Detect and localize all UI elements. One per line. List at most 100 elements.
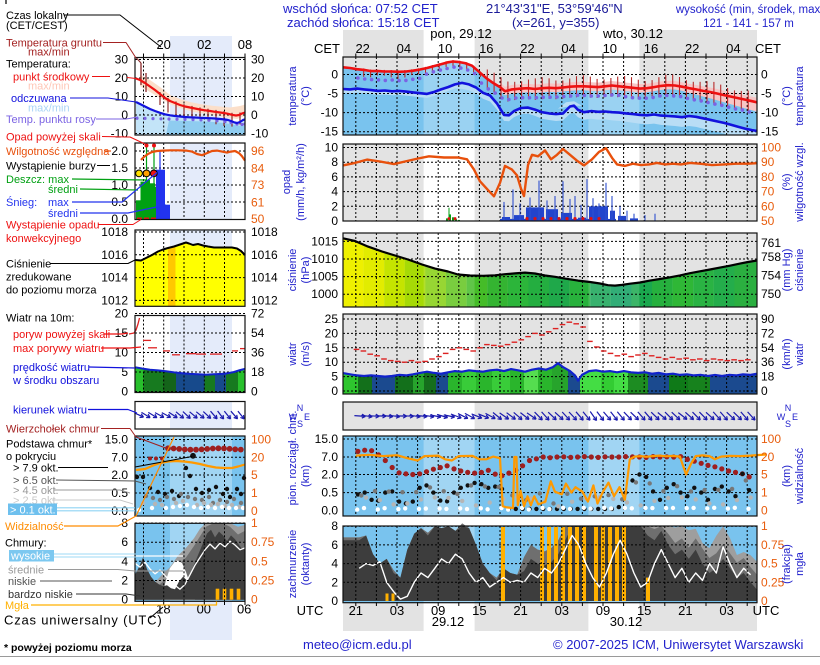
svg-text:80: 80 bbox=[761, 170, 775, 184]
svg-text:zachód słońca: 15:18 CET: zachód słońca: 15:18 CET bbox=[287, 15, 440, 30]
svg-text:wiatr: wiatr bbox=[794, 342, 806, 367]
svg-text:1: 1 bbox=[251, 486, 258, 500]
svg-text:0: 0 bbox=[331, 594, 338, 608]
svg-text:61: 61 bbox=[251, 196, 265, 210]
svg-text:-10: -10 bbox=[251, 127, 269, 141]
svg-text:(CET/CEST): (CET/CEST) bbox=[6, 20, 68, 32]
svg-text:1016: 1016 bbox=[101, 248, 128, 262]
svg-text:-15: -15 bbox=[761, 125, 779, 139]
svg-text:(m/s): (m/s) bbox=[300, 341, 312, 366]
svg-text:(°C): (°C) bbox=[781, 86, 793, 106]
svg-text:zredukowane: zredukowane bbox=[6, 272, 71, 284]
svg-text:0: 0 bbox=[331, 214, 338, 228]
svg-text:niskie: niskie bbox=[8, 576, 36, 588]
svg-text:22: 22 bbox=[520, 41, 534, 56]
svg-text:UTC: UTC bbox=[297, 603, 324, 618]
svg-text:Mgła: Mgła bbox=[5, 600, 30, 612]
svg-text:84: 84 bbox=[251, 162, 265, 176]
svg-text:10: 10 bbox=[325, 141, 339, 155]
svg-text:wto, 30.12: wto, 30.12 bbox=[602, 26, 663, 41]
svg-text:Śnieg:: Śnieg: bbox=[6, 196, 37, 209]
svg-text:max/min: max/min bbox=[28, 81, 70, 93]
svg-text:Wystąpienie burzy: Wystąpienie burzy bbox=[6, 161, 96, 173]
svg-text:2.0: 2.0 bbox=[111, 144, 128, 158]
svg-text:średni: średni bbox=[48, 184, 78, 196]
svg-text:0.5: 0.5 bbox=[761, 557, 778, 571]
svg-text:© 2007-2025 ICM, Uniwersytet W: © 2007-2025 ICM, Uniwersytet Warszawski bbox=[553, 637, 804, 652]
svg-text:15.0: 15.0 bbox=[105, 433, 129, 447]
svg-text:1014: 1014 bbox=[101, 271, 128, 285]
svg-text:21°43'31"E, 53°59'46"N: 21°43'31"E, 53°59'46"N bbox=[486, 1, 623, 16]
svg-text:Opad powyżej skali: Opad powyżej skali bbox=[6, 132, 101, 144]
svg-text:max/min: max/min bbox=[28, 103, 70, 115]
svg-text:121 - 141 - 157 m: 121 - 141 - 157 m bbox=[703, 18, 794, 30]
svg-text:36: 36 bbox=[761, 355, 775, 369]
svg-text:5: 5 bbox=[761, 468, 768, 482]
svg-text:0: 0 bbox=[761, 68, 768, 82]
svg-text:10: 10 bbox=[251, 90, 265, 104]
svg-text:04: 04 bbox=[561, 41, 575, 56]
svg-text:> 0.1 okt.: > 0.1 okt. bbox=[10, 504, 56, 516]
svg-text:02: 02 bbox=[197, 37, 211, 52]
svg-text:Wilgotność względna: Wilgotność względna bbox=[6, 146, 110, 158]
svg-text:2.0: 2.0 bbox=[111, 468, 128, 482]
svg-text:E: E bbox=[792, 412, 798, 422]
svg-text:4: 4 bbox=[121, 554, 128, 568]
svg-text:0: 0 bbox=[251, 108, 258, 122]
svg-text:wschód słońca: 07:52 CET: wschód słońca: 07:52 CET bbox=[282, 1, 438, 16]
svg-text:7.0: 7.0 bbox=[111, 450, 128, 464]
svg-text:(x=261, y=355): (x=261, y=355) bbox=[512, 15, 599, 30]
svg-text:widzialność: widzialność bbox=[794, 447, 806, 505]
svg-text:100: 100 bbox=[251, 433, 271, 447]
svg-text:-10: -10 bbox=[111, 127, 129, 141]
svg-text:0: 0 bbox=[251, 385, 258, 399]
svg-text:(km/h): (km/h) bbox=[781, 338, 793, 369]
svg-text:761: 761 bbox=[761, 236, 781, 250]
svg-text:0.5: 0.5 bbox=[111, 486, 128, 500]
svg-text:(oktanty): (oktanty) bbox=[300, 543, 312, 586]
svg-text:Temperatura:: Temperatura: bbox=[6, 59, 71, 71]
svg-text:30: 30 bbox=[115, 53, 129, 67]
svg-text:20: 20 bbox=[251, 71, 265, 85]
svg-text:ciśnienie: ciśnienie bbox=[287, 249, 299, 292]
svg-text:(km): (km) bbox=[781, 465, 793, 487]
svg-text:meteo@icm.edu.pl: meteo@icm.edu.pl bbox=[303, 637, 412, 652]
svg-text:758: 758 bbox=[761, 250, 781, 264]
svg-text:0: 0 bbox=[331, 68, 338, 82]
svg-text:o pokryciu: o pokryciu bbox=[6, 451, 56, 463]
svg-text:15: 15 bbox=[325, 341, 339, 355]
svg-text:1015: 1015 bbox=[311, 234, 338, 248]
svg-text:do poziomu morza: do poziomu morza bbox=[6, 285, 97, 297]
svg-text:opad: opad bbox=[281, 170, 293, 194]
svg-text:1014: 1014 bbox=[251, 271, 278, 285]
svg-text:1012: 1012 bbox=[101, 293, 128, 307]
svg-text:Widzialność: Widzialność bbox=[5, 521, 64, 533]
svg-text:(hPa): (hPa) bbox=[300, 257, 312, 284]
svg-text:1: 1 bbox=[251, 516, 258, 530]
svg-text:4: 4 bbox=[331, 557, 338, 571]
svg-text:(mm Hg): (mm Hg) bbox=[781, 249, 793, 292]
svg-text:20: 20 bbox=[761, 450, 775, 464]
svg-text:50: 50 bbox=[251, 212, 265, 226]
svg-text:15.0: 15.0 bbox=[315, 432, 339, 446]
svg-text:E: E bbox=[304, 412, 310, 422]
svg-text:N: N bbox=[785, 403, 792, 413]
svg-text:10: 10 bbox=[115, 90, 129, 104]
svg-text:mgła: mgła bbox=[794, 551, 806, 576]
svg-text:0.75: 0.75 bbox=[251, 535, 275, 549]
svg-text:25: 25 bbox=[325, 312, 339, 326]
svg-text:0.5: 0.5 bbox=[251, 554, 268, 568]
svg-text:Temp. punktu rosy: Temp. punktu rosy bbox=[6, 114, 96, 126]
svg-text:Podstawa chmur*: Podstawa chmur* bbox=[6, 439, 93, 451]
svg-text:wilgotność wzgl.: wilgotność wzgl. bbox=[794, 142, 806, 222]
svg-text:(km): (km) bbox=[300, 465, 312, 487]
svg-text:30.12: 30.12 bbox=[610, 614, 643, 629]
svg-text:08: 08 bbox=[238, 37, 252, 52]
svg-text:Wystąpienie opadu: Wystąpienie opadu bbox=[6, 220, 99, 232]
svg-text:* powyżej poziomu morza: * powyżej poziomu morza bbox=[4, 642, 132, 654]
svg-text:Wierzchołek chmur: Wierzchołek chmur bbox=[6, 424, 100, 436]
svg-text:04: 04 bbox=[397, 41, 411, 56]
svg-text:średnie: średnie bbox=[8, 565, 44, 577]
svg-text:20: 20 bbox=[115, 307, 129, 321]
svg-text:0: 0 bbox=[331, 384, 338, 398]
